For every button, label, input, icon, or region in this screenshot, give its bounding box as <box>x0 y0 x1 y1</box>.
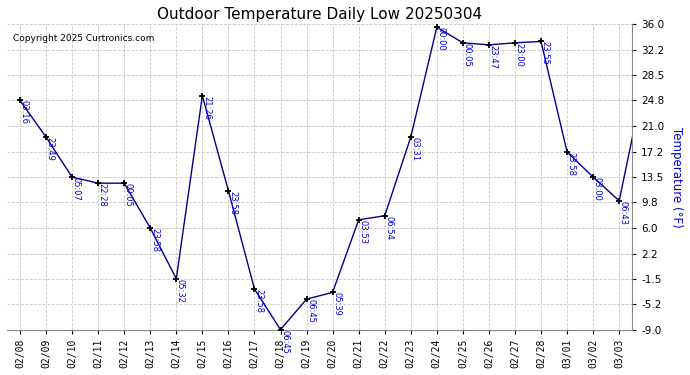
Text: 23:58: 23:58 <box>566 152 575 176</box>
Text: 23:47: 23:47 <box>489 45 497 69</box>
Text: 23:49: 23:49 <box>46 137 55 161</box>
Text: 06:43: 06:43 <box>619 201 628 225</box>
Text: 22:28: 22:28 <box>98 183 107 207</box>
Text: 00:00: 00:00 <box>0 374 1 375</box>
Text: Copyright 2025 Curtronics.com: Copyright 2025 Curtronics.com <box>13 34 155 43</box>
Text: 05:07: 05:07 <box>72 177 81 201</box>
Title: Outdoor Temperature Daily Low 20250304: Outdoor Temperature Daily Low 20250304 <box>157 7 482 22</box>
Text: 00:00: 00:00 <box>437 27 446 51</box>
Text: 06:54: 06:54 <box>384 216 393 240</box>
Text: 03:53: 03:53 <box>358 220 367 244</box>
Text: 21:26: 21:26 <box>202 96 211 120</box>
Text: 05:32: 05:32 <box>176 279 185 303</box>
Text: 05:39: 05:39 <box>333 292 342 316</box>
Text: 23:00: 23:00 <box>515 43 524 67</box>
Text: 06:45: 06:45 <box>280 330 289 354</box>
Text: 03:00: 03:00 <box>593 177 602 201</box>
Text: 23:58: 23:58 <box>150 228 159 252</box>
Text: 23:55: 23:55 <box>541 42 550 65</box>
Text: 23:58: 23:58 <box>228 190 237 214</box>
Text: 00:05: 00:05 <box>124 183 133 207</box>
Text: 06:45: 06:45 <box>306 299 315 323</box>
Text: 00:05: 00:05 <box>462 43 471 66</box>
Text: 03:16: 03:16 <box>19 100 29 124</box>
Text: 03:31: 03:31 <box>411 137 420 161</box>
Y-axis label: Temperature (°F): Temperature (°F) <box>670 127 683 228</box>
Text: 23:58: 23:58 <box>254 289 263 313</box>
